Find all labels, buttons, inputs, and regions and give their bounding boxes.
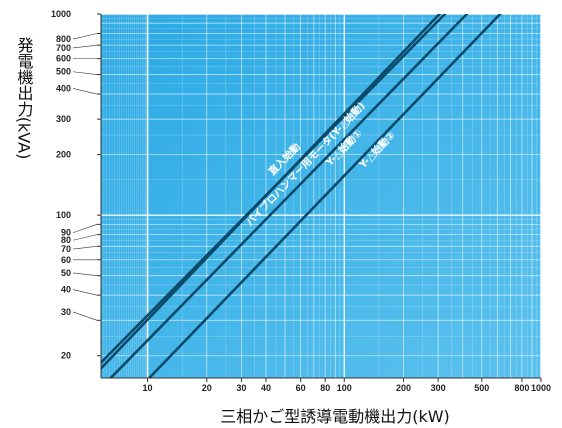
x-tick-label: 10 [143,383,153,393]
y-tick-label: 20 [61,351,71,361]
x-tick-label: 80 [320,383,330,393]
x-tick-label: 800 [514,383,529,393]
y-tick-leader [72,234,98,241]
y-tick-label: 100 [56,210,71,220]
y-tick-leader [72,33,98,40]
y-tick-label: 600 [56,54,71,64]
series-line-2 [101,14,441,370]
y-tick-label: 50 [61,268,71,278]
y-tick-label: 1000 [51,9,71,19]
x-tick-label: 20 [202,383,212,393]
x-tick-label: 40 [261,383,271,393]
x-axis-title: 三相かご型誘導電動機出力(kW) [220,407,450,426]
x-tick-label: 60 [296,383,306,393]
x-tick-label: 300 [431,383,446,393]
y-tick-leader [72,246,98,250]
y-tick-label: 300 [56,114,71,124]
plot-background [101,14,541,378]
series-lines [101,14,502,378]
y-tick-leader [72,272,98,276]
y-tick-leader [72,71,98,75]
y-tick-leader [72,311,98,321]
y-tick-label: 500 [56,67,71,77]
y-tick-label: 700 [56,43,71,53]
y-tick-leader [72,289,98,296]
y-axis-title: 発電機出力(kVA) [15,37,34,160]
y-tick-label: 40 [61,285,71,295]
y-tick-label: 70 [61,244,71,254]
y-tick-leader [72,88,98,95]
x-tick-label: 500 [474,383,489,393]
x-tick-label: 200 [396,383,411,393]
y-tick-label: 30 [61,307,71,317]
y-tick-label: 90 [61,228,71,238]
x-tick-label: 1000 [531,383,551,393]
series-line-4 [147,14,502,378]
axes: 10 20 30 40 60 80 100 200 300 500 800 1000203040506… [51,9,551,393]
y-tick-leader [72,224,98,234]
x-tick-label: 30 [236,383,246,393]
y-tick-label: 80 [61,235,71,245]
y-tick-label: 200 [56,150,71,160]
y-tick-leader [72,44,98,49]
y-tick-label: 400 [56,83,71,93]
x-tick-label: 100 [337,383,352,393]
series-line-3 [109,14,469,378]
y-tick-label: 800 [56,34,71,44]
grid [101,14,541,378]
y-tick-label: 60 [61,255,71,265]
